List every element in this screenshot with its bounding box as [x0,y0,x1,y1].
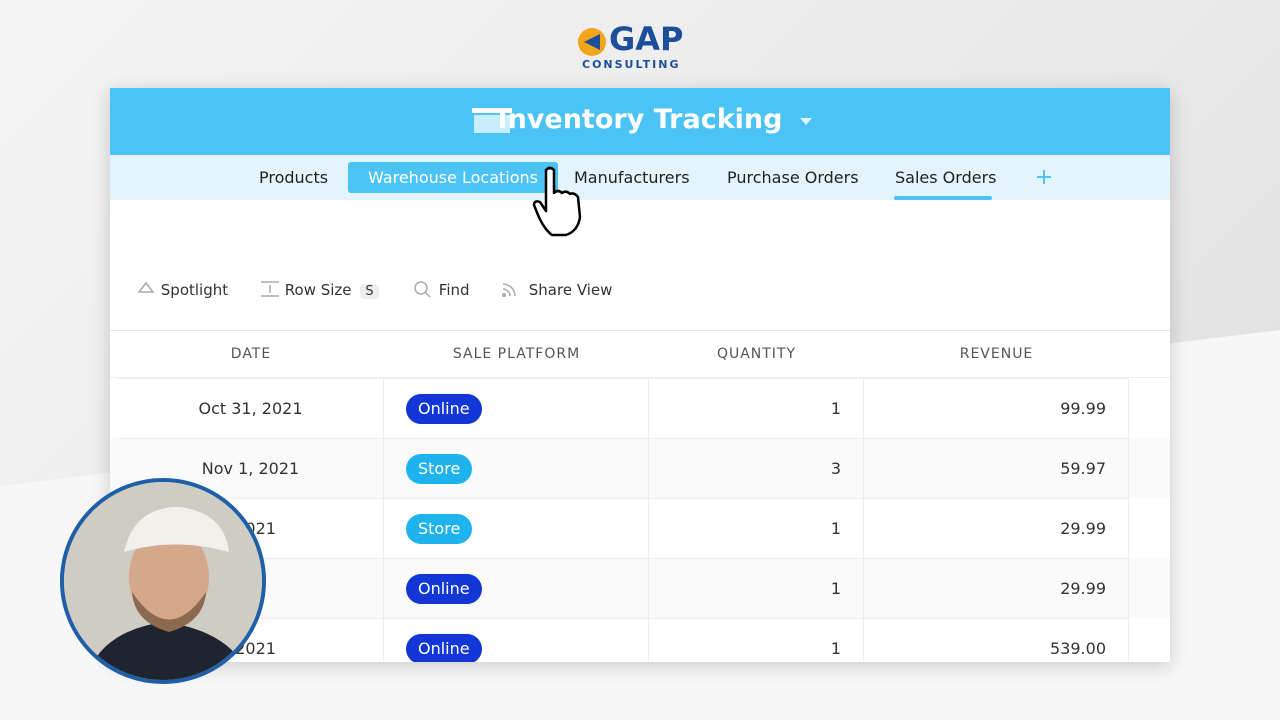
icon [502,283,516,297]
date-cell[interactable]: Oct 31, 2021 [118,378,384,438]
table-row [110,378,1170,438]
label: Share View [528,281,613,299]
app-title[interactable]: Inventory Tracking [497,104,783,135]
logo-name: GAP [609,20,684,58]
revenue-cell[interactable]: 29.99 [864,558,1129,618]
revenue-cell[interactable]: 29.99 [864,498,1129,558]
platform-badge: Online [406,574,482,604]
platform-cell[interactable]: Online [384,558,649,618]
row-size-button[interactable]: Row Size S [260,280,379,299]
table: DATE SALE PLATFORM QUANTITY REVENUE Oct 31, … [110,88,1170,662]
app-window: Inventory Tracking Products Warehouse Loc… [110,88,1170,662]
logo: GAP CONSULTING [576,20,706,74]
column-header[interactable]: QUANTITY [716,346,797,362]
find-button[interactable]: Find [412,280,470,299]
platform-cell[interactable]: Online [384,378,649,438]
tab[interactable]: Purchase Orders [727,168,859,187]
quantity-cell[interactable]: 1 [649,498,864,558]
label: Spotlight [160,281,229,299]
tab-underline [894,196,992,200]
platform-cell[interactable]: Store [384,498,649,558]
row-size-value: S [360,284,379,299]
platform-cell[interactable]: Store [384,438,649,498]
dropdown-icon[interactable] [800,118,812,126]
platform-badge: Store [406,454,473,484]
platform-badge: Store [406,514,473,544]
tab-bar: Products Warehouse Locations Manufacturers… [110,155,1170,200]
column-header[interactable]: SALE PLATFORM [452,346,581,362]
icon [414,281,431,298]
revenue-cell[interactable]: 59.97 [864,438,1129,498]
revenue-cell[interactable]: 99.99 [864,378,1129,438]
divider [110,330,1170,331]
tab[interactable]: Manufacturers [574,168,690,187]
platform-cell[interactable]: Online [384,618,649,662]
webcam-overlay [60,478,266,684]
revenue-cell[interactable]: 539.00 [864,618,1129,662]
base-icon [472,108,512,133]
tab[interactable]: Warehouse Locations [348,162,559,193]
quantity-cell[interactable]: 1 [649,378,864,438]
table-row [110,618,1170,662]
logo-tagline: CONSULTING [582,58,681,71]
platform-badge: Online [406,394,482,424]
header-border [110,377,1170,378]
table-row [110,438,1170,498]
table-row [110,558,1170,618]
mouse-cursor [532,166,582,237]
icon [261,281,279,297]
column-header[interactable]: DATE [230,346,272,362]
spotlight-button[interactable]: Spotlight [136,280,228,299]
logo-mark [578,28,606,56]
label: Row Size [284,281,352,299]
share-view-button[interactable]: Share View [500,280,612,299]
quantity-cell[interactable]: 1 [649,618,864,662]
column-header[interactable]: REVENUE [959,346,1034,362]
tab[interactable]: Products [259,168,329,187]
quantity-cell[interactable]: 1 [649,558,864,618]
tab[interactable]: Sales Orders [895,168,997,187]
date-cell[interactable]: Nov 1, 2021 [118,438,384,498]
add-tab[interactable] [1036,169,1052,185]
platform-badge: Online [406,634,482,662]
table-row [110,498,1170,558]
label: Find [438,281,470,299]
icon [137,281,155,293]
quantity-cell[interactable]: 3 [649,438,864,498]
presenter-video [64,482,262,680]
app-header: Inventory Tracking [110,88,1170,155]
